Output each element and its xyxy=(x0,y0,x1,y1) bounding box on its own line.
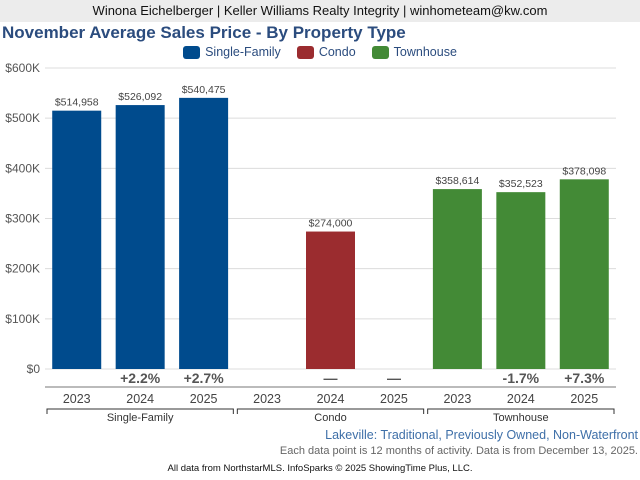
y-tick-label: $300K xyxy=(5,212,40,226)
legend-swatch-townhouse xyxy=(371,45,389,59)
data-note: Each data point is 12 months of activity… xyxy=(279,445,638,457)
group-bracket xyxy=(427,408,615,414)
y-tick-label: $500K xyxy=(5,111,40,125)
change-label: +2.7% xyxy=(184,370,225,386)
y-tick-label: $600K xyxy=(5,61,40,75)
bar xyxy=(496,192,546,369)
legend-swatch-single-family xyxy=(183,45,201,59)
group-bracket xyxy=(46,408,234,414)
x-tick-label: 2024 xyxy=(126,392,154,406)
bar-value-label: $274,000 xyxy=(309,218,353,230)
bars: $514,958 $526,092 +2.2% $540,475 +2.7% $274,0… xyxy=(52,84,609,386)
chart-subtitle: Lakeville: Traditional, Previously Owned… xyxy=(325,428,638,442)
bar-value-label: $540,475 xyxy=(182,84,226,96)
x-tick-label: 2025 xyxy=(190,392,218,406)
bar-value-label: $352,523 xyxy=(499,178,543,190)
legend-item-single-family[interactable]: Single-Family xyxy=(183,45,281,59)
bar-value-label: $358,614 xyxy=(435,175,479,187)
change-label: +2.2% xyxy=(120,370,161,386)
agent-header: Winona Eichelberger | Keller Williams Re… xyxy=(0,0,640,22)
change-label: +7.3% xyxy=(564,370,605,386)
x-axis: 2023 2024 2025 Single-Family 2023 2024 2025 Con… xyxy=(45,386,616,424)
x-tick-label: 2024 xyxy=(507,392,535,406)
legend-item-condo[interactable]: Condo xyxy=(296,45,356,59)
x-tick-label: 2025 xyxy=(570,392,598,406)
bar xyxy=(432,189,482,369)
bar xyxy=(179,97,229,370)
legend-label: Condo xyxy=(318,45,356,59)
bar-value-label: $514,958 xyxy=(55,97,99,109)
y-tick-label: $100K xyxy=(5,312,40,326)
y-tick-label: $400K xyxy=(5,161,40,175)
legend-label: Single-Family xyxy=(205,45,281,59)
x-tick-label: 2023 xyxy=(253,392,281,406)
legend-swatch-condo xyxy=(296,45,314,59)
change-label: — xyxy=(387,370,401,386)
group-label: Single-Family xyxy=(107,412,174,424)
x-tick-label: 2025 xyxy=(380,392,408,406)
group-bracket xyxy=(236,408,425,414)
chart-title: November Average Sales Price - By Proper… xyxy=(2,23,406,42)
legend-label: Townhouse xyxy=(393,45,457,59)
bar-value-label: $526,092 xyxy=(118,91,162,103)
bar xyxy=(115,105,165,369)
y-tick-label: $0 xyxy=(27,362,41,376)
x-tick-label: 2024 xyxy=(317,392,345,406)
bar-value-label: $378,098 xyxy=(562,165,606,177)
footer-credit: All data from NorthstarMLS. InfoSparks ©… xyxy=(167,463,473,474)
y-tick-label: $200K xyxy=(5,262,40,276)
legend-item-townhouse[interactable]: Townhouse xyxy=(371,45,457,59)
change-label: -1.7% xyxy=(503,370,540,386)
bar xyxy=(52,110,102,370)
change-label: — xyxy=(324,370,338,386)
x-tick-label: 2023 xyxy=(443,392,471,406)
x-tick-label: 2023 xyxy=(63,392,91,406)
bar xyxy=(559,179,609,369)
bar xyxy=(306,231,355,369)
legend: Single-Family Condo Townhouse xyxy=(0,45,640,59)
y-axis: $0 $100K $200K $300K $400K $500K $600K xyxy=(5,61,40,376)
group-label: Townhouse xyxy=(493,412,549,424)
group-label: Condo xyxy=(314,412,346,424)
